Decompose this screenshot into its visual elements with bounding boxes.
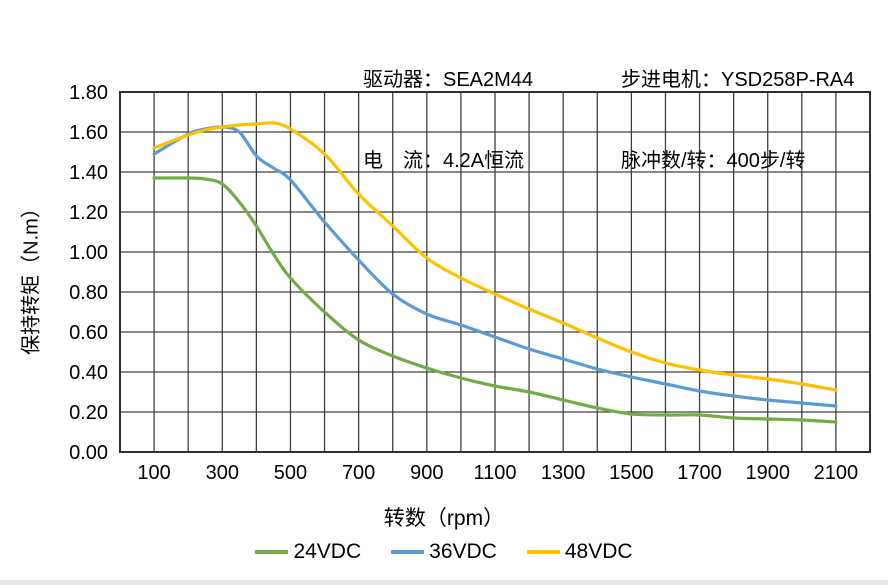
x-tick-label: 900: [410, 462, 443, 484]
y-tick-label: 1.20: [69, 202, 108, 224]
x-tick-label: 700: [342, 462, 375, 484]
header-left-column: 驱动器：SEA2M44 电 流：4.2A恒流: [363, 13, 533, 229]
legend-item-48VDC: 48VDC: [526, 540, 633, 564]
y-tick-label: 1.00: [69, 242, 108, 264]
x-tick-label: 1100: [473, 462, 516, 484]
legend-label: 48VDC: [564, 540, 633, 563]
curve-24VDC: [152, 176, 838, 424]
y-axis-title: 保持转矩（N.m）: [20, 198, 43, 355]
x-tick-label: 1700: [677, 462, 722, 484]
x-tick-label: 1900: [745, 462, 790, 484]
x-tick-label: 500: [274, 462, 307, 484]
legend-label: 24VDC: [293, 540, 362, 563]
y-tick-label: 1.60: [69, 122, 108, 144]
pulses-info: 脉冲数/转：400步/转: [621, 150, 806, 172]
y-tick-label: 0.00: [69, 442, 108, 464]
y-tick-label: 0.40: [69, 362, 108, 384]
legend-item-24VDC: 24VDC: [255, 540, 361, 564]
motor-info: 步进电机：YSD258P-RA4: [621, 69, 855, 91]
x-tick-label: 100: [137, 462, 170, 484]
y-tick-label: 0.20: [69, 402, 108, 424]
legend-line-icon: [526, 550, 560, 554]
y-tick-label: 0.60: [69, 322, 108, 344]
legend-line-icon: [255, 550, 289, 554]
legend: 24VDC 36VDC 48VDC: [0, 540, 888, 564]
driver-info: 驱动器：SEA2M44: [363, 69, 534, 91]
legend-label: 36VDC: [429, 540, 497, 563]
legend-line-icon: [391, 550, 425, 554]
header-right-column: 步进电机：YSD258P-RA4 脉冲数/转：400步/转: [621, 13, 854, 229]
y-tick-label: 0.80: [69, 282, 108, 304]
x-tick-label: 1500: [609, 462, 654, 484]
y-tick-label: 1.80: [69, 82, 108, 104]
x-tick-label: 300: [206, 462, 239, 484]
x-tick-label: 1300: [541, 462, 586, 484]
x-tick-label: 2100: [814, 462, 859, 484]
current-info: 电 流：4.2A恒流: [363, 150, 525, 172]
plot-frame: [119, 91, 871, 453]
curve-48VDC: [152, 121, 838, 392]
curve-36VDC: [152, 125, 838, 408]
y-tick-label: 1.40: [69, 162, 108, 184]
x-axis-title: 转数（rpm）: [383, 507, 505, 530]
legend-item-36VDC: 36VDC: [391, 540, 497, 564]
window-edge: [0, 580, 888, 585]
